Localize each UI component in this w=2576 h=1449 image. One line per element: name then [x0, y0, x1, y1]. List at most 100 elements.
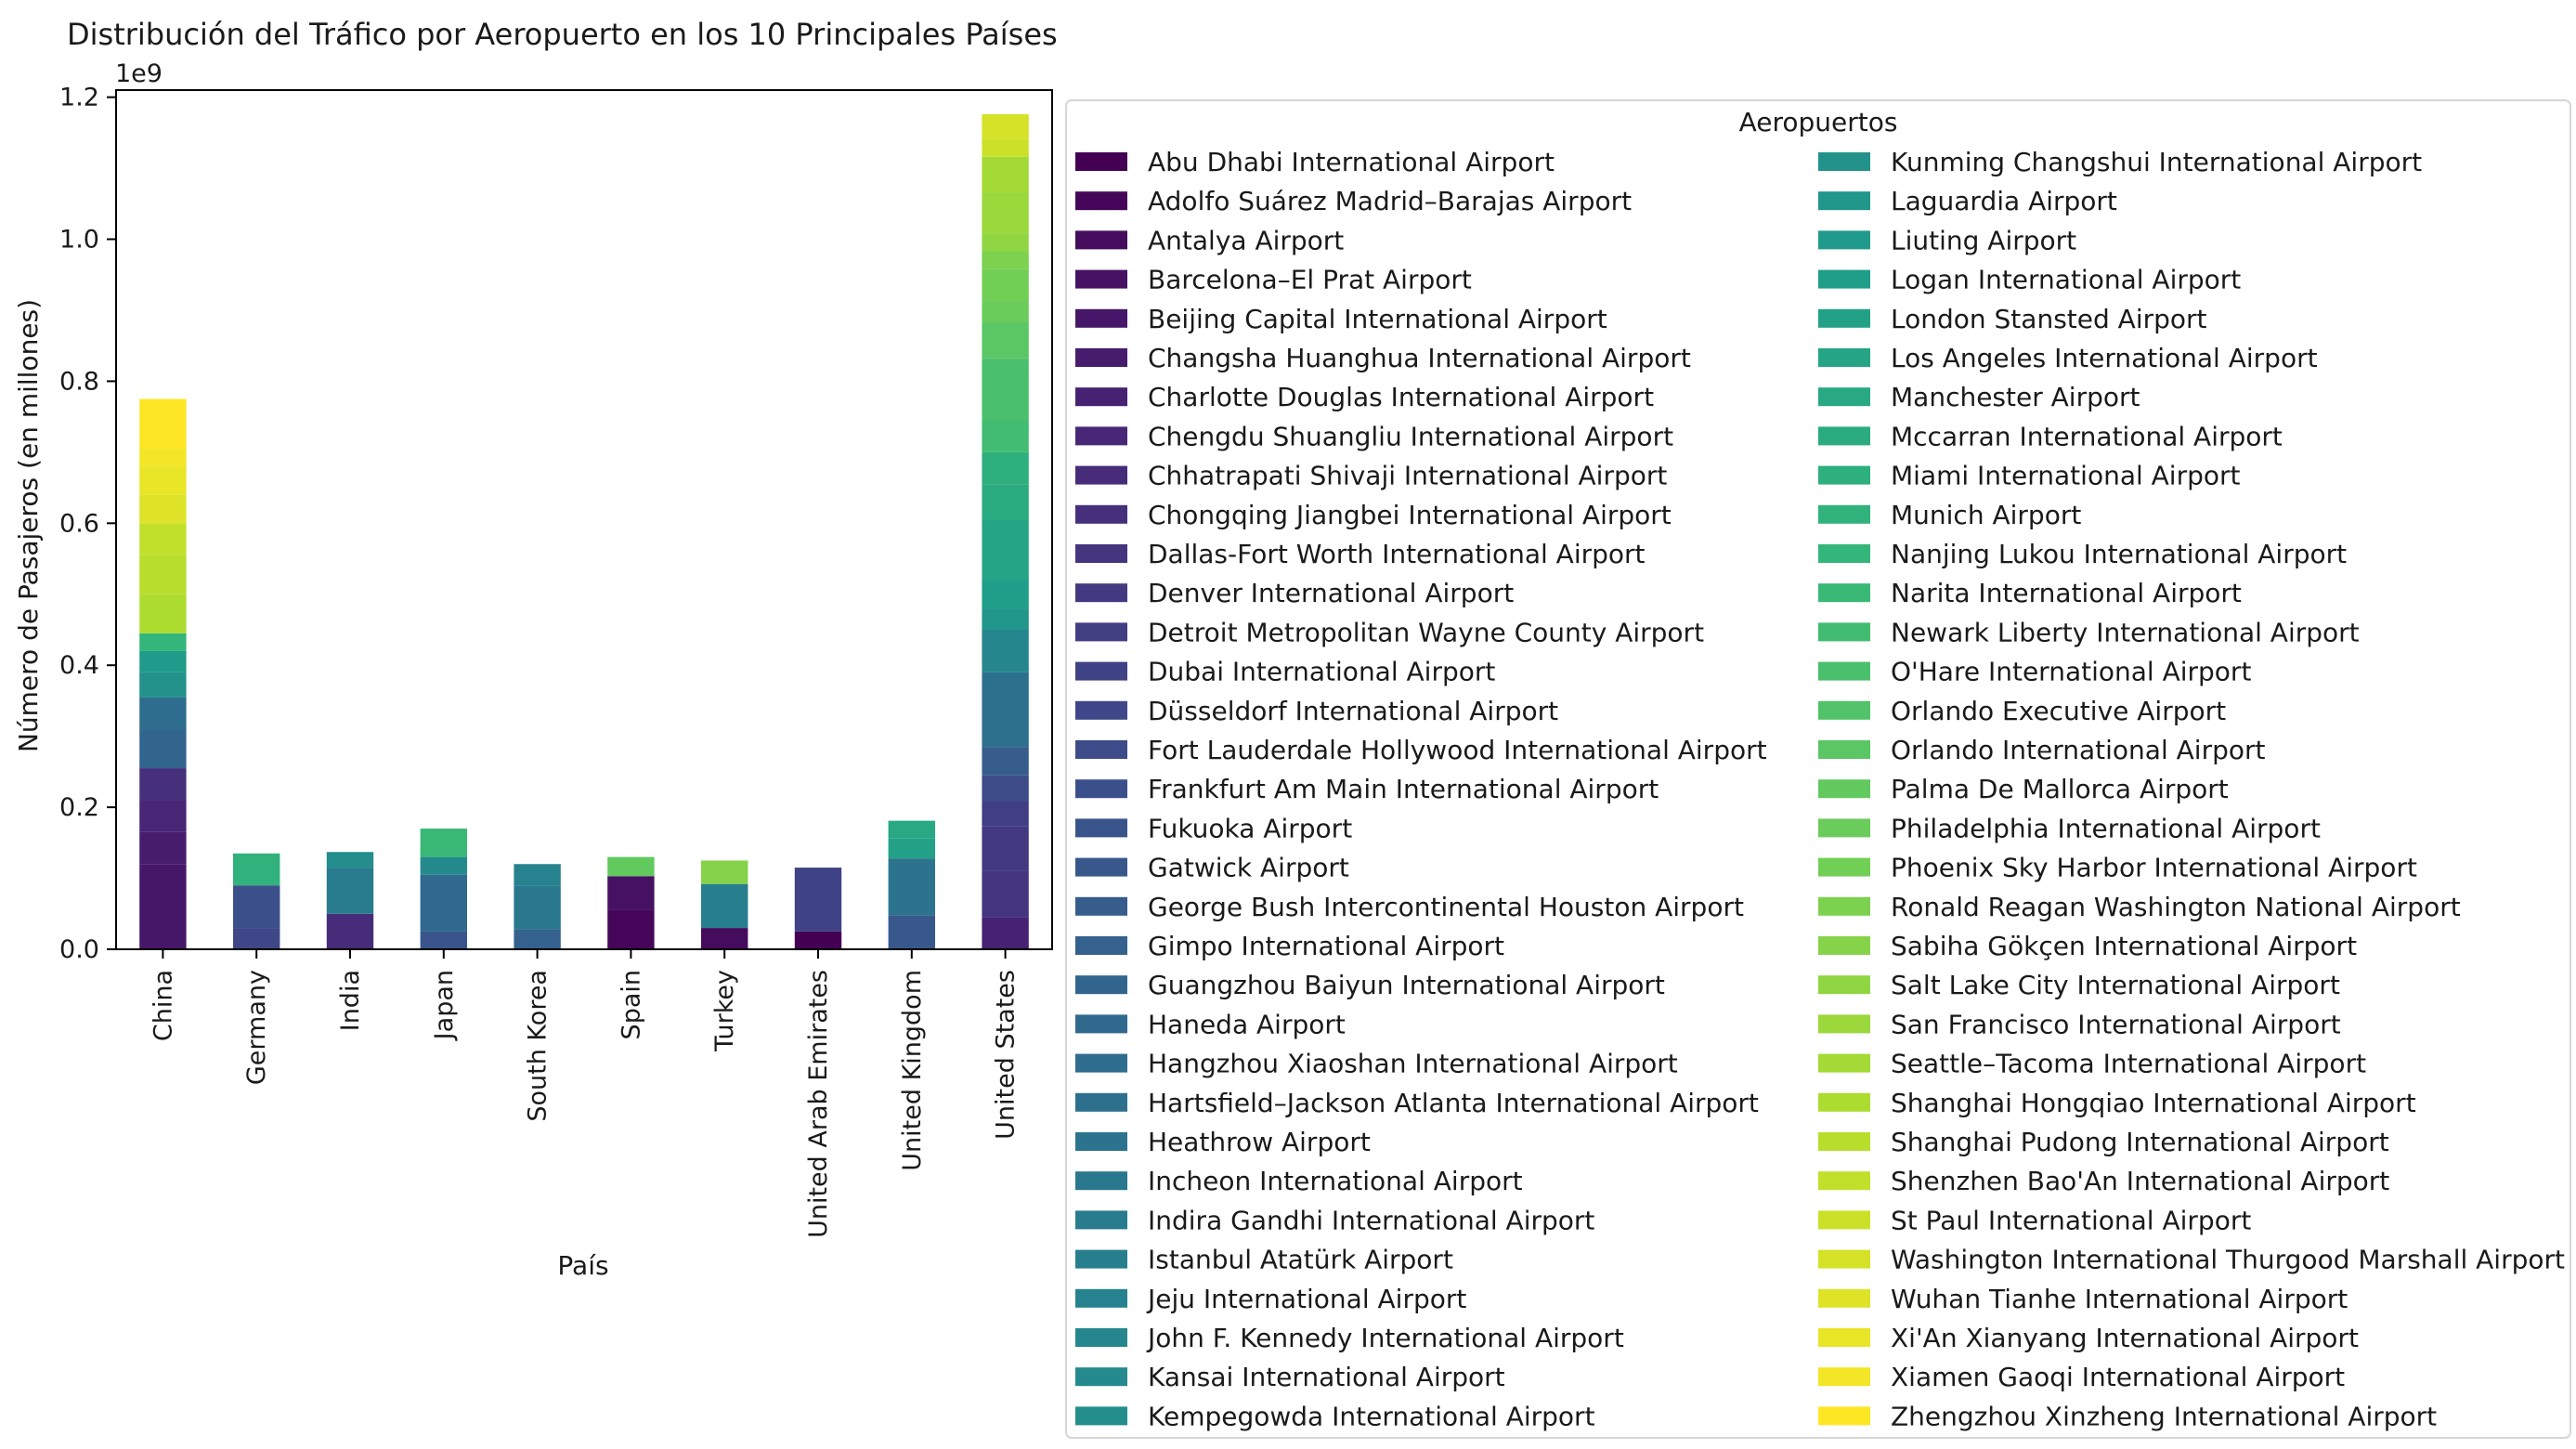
bar-segment — [982, 301, 1029, 322]
bar-segment — [139, 466, 187, 495]
legend-swatch — [1075, 779, 1127, 799]
bar-segment — [701, 928, 748, 949]
legend-swatch — [1818, 857, 1870, 877]
y-tick-label: 1.0 — [59, 226, 99, 255]
bar-segment — [607, 909, 655, 949]
legend-swatch — [1818, 896, 1870, 916]
bar-segment — [982, 519, 1029, 581]
legend-swatch — [1075, 191, 1127, 211]
legend-swatch — [1075, 308, 1127, 328]
bar-segment — [233, 853, 280, 886]
legend-entry-label: Shanghai Hongqiao International Airport — [1891, 1088, 2416, 1118]
y-axis-offset-label: 1e9 — [115, 59, 163, 88]
legend-swatch — [1818, 269, 1870, 289]
legend-entry-label: Antalya Airport — [1148, 225, 1344, 255]
x-tick-label: China — [149, 970, 177, 1041]
bar-segment — [982, 747, 1029, 776]
bar-segment — [233, 885, 280, 929]
bar-segment — [982, 672, 1029, 748]
legend-swatch — [1818, 740, 1870, 759]
bar-segment — [139, 594, 187, 633]
legend-swatch — [1075, 583, 1127, 603]
legend-swatch — [1075, 348, 1127, 367]
bar-segment — [982, 775, 1029, 802]
legend-entry-label: Denver International Airport — [1148, 578, 1514, 608]
legend-swatch — [1075, 857, 1127, 877]
x-tick-label: South Korea — [524, 970, 553, 1122]
legend-entry-label: Chongqing Jiangbei International Airport — [1148, 500, 1672, 530]
legend-swatch — [1075, 230, 1127, 250]
legend-entry-label: Dubai International Airport — [1148, 657, 1495, 687]
x-axis-ticks: China Germany India Japan South Korea Spain Tu… — [149, 949, 1021, 1238]
bar-segment — [888, 915, 935, 949]
bar-segment — [982, 138, 1029, 157]
legend-entry-label: Gatwick Airport — [1148, 853, 1349, 883]
bar-segment — [326, 913, 374, 949]
legend-swatch — [1075, 1014, 1127, 1034]
legend-entry-label: Laguardia Airport — [1891, 186, 2117, 216]
legend-entry-label: Fort Lauderdale Hollywood International … — [1148, 735, 1767, 765]
bars-layer — [139, 113, 1029, 949]
x-tick-label: Germany — [242, 970, 271, 1085]
x-tick-label: India — [336, 970, 365, 1031]
bar-segment — [982, 113, 1029, 139]
legend-swatch — [1818, 191, 1870, 211]
legend-entry-label: Adolfo Suárez Madrid–Barajas Airport — [1148, 186, 1632, 216]
x-tick-label: United Arab Emirates — [804, 970, 833, 1238]
legend-entry-label: Nanjing Lukou International Airport — [1891, 539, 2347, 569]
x-axis-label: País — [557, 1250, 608, 1281]
legend-entry-label: George Bush Intercontinental Houston Air… — [1148, 892, 1744, 922]
legend-swatch — [1075, 700, 1127, 720]
legend-swatch — [1818, 230, 1870, 250]
bar-segment — [326, 852, 374, 868]
legend-entry-label: Orlando International Airport — [1891, 735, 2266, 765]
legend-swatch — [1818, 152, 1870, 171]
legend-entry-label: Beijing Capital International Airport — [1148, 304, 1607, 334]
legend-swatch — [1075, 1288, 1127, 1308]
legend-swatch — [1075, 1092, 1127, 1112]
legend-swatch — [1818, 1249, 1870, 1269]
bar-segment — [139, 800, 187, 832]
legend-entry-label: Philadelphia International Airport — [1891, 813, 2321, 843]
legend-swatch — [1075, 1132, 1127, 1151]
bar-segment — [982, 917, 1029, 949]
legend-entry-label: Phoenix Sky Harbor International Airport — [1891, 853, 2417, 883]
legend-entry-label: Munich Airport — [1891, 500, 2081, 530]
bar-segment — [982, 629, 1029, 672]
legend-swatch — [1818, 818, 1870, 838]
legend-entry-label: Ronald Reagan Washington National Airpor… — [1891, 892, 2461, 922]
legend-swatch — [1075, 1053, 1127, 1073]
legend-entry-label: John F. Kennedy International Airport — [1146, 1323, 1624, 1353]
bar-segment — [888, 858, 935, 916]
legend-title: Aeropuertos — [1739, 107, 1898, 137]
legend-swatch — [1818, 661, 1870, 681]
legend-swatch — [1075, 1171, 1127, 1191]
legend-swatch — [1818, 387, 1870, 407]
y-tick-label: 0.8 — [59, 367, 99, 396]
x-tick-label: Spain — [617, 970, 645, 1039]
legend-entry-label: Frankfurt Am Main International Airport — [1148, 774, 1659, 804]
legend-swatch — [1818, 583, 1870, 603]
legend-entry-label: Los Angeles International Airport — [1891, 343, 2318, 373]
bar-segment — [982, 870, 1029, 918]
legend-entry-label: Guangzhou Baiyun International Airport — [1148, 970, 1665, 1000]
legend-entry-label: Narita International Airport — [1891, 578, 2242, 608]
legend-entry-label: Kempegowda International Airport — [1148, 1401, 1595, 1431]
legend-entry-label: Indira Gandhi International Airport — [1148, 1205, 1594, 1235]
legend-swatch — [1818, 426, 1870, 446]
legend-swatch — [1818, 544, 1870, 563]
bar-segment — [139, 633, 187, 651]
bar-segment — [982, 580, 1029, 609]
legend-swatch — [1075, 975, 1127, 995]
legend-swatch — [1075, 504, 1127, 524]
bar-segment — [982, 192, 1029, 234]
legend-swatch — [1075, 465, 1127, 485]
bar-segment — [139, 864, 187, 949]
y-axis-ticks: 0.0 0.2 0.4 0.6 0.8 1.0 1.2 — [59, 84, 116, 964]
bar-segment — [514, 929, 561, 949]
bar-segment — [982, 826, 1029, 871]
legend-entry-label: Chhatrapati Shivaji International Airpor… — [1148, 461, 1667, 491]
chart-title: Distribución del Tráfico por Aeropuerto … — [67, 17, 1058, 52]
legend-entry-label: Logan International Airport — [1891, 265, 2241, 295]
